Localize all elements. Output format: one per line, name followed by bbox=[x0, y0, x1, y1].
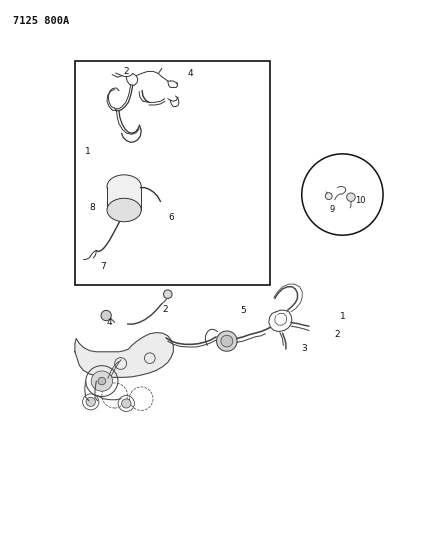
Bar bbox=[75, 61, 270, 285]
Text: 5: 5 bbox=[240, 306, 246, 314]
Text: 8: 8 bbox=[89, 204, 95, 212]
Circle shape bbox=[163, 290, 172, 298]
Text: 6: 6 bbox=[168, 213, 174, 222]
Circle shape bbox=[101, 310, 111, 321]
Text: 7: 7 bbox=[100, 262, 106, 271]
Text: 1: 1 bbox=[85, 148, 91, 156]
Bar bbox=[107, 187, 141, 210]
Ellipse shape bbox=[98, 377, 106, 385]
Text: 4: 4 bbox=[106, 318, 112, 327]
Ellipse shape bbox=[347, 193, 355, 201]
Text: 4: 4 bbox=[187, 69, 193, 78]
Ellipse shape bbox=[217, 331, 237, 351]
Text: 10: 10 bbox=[355, 197, 366, 205]
Text: 1: 1 bbox=[339, 312, 345, 320]
Ellipse shape bbox=[107, 175, 141, 198]
Text: 2: 2 bbox=[334, 330, 340, 339]
Text: 7125 800A: 7125 800A bbox=[13, 16, 69, 26]
Text: 2: 2 bbox=[123, 68, 129, 76]
Text: 2: 2 bbox=[162, 305, 168, 313]
Polygon shape bbox=[75, 333, 173, 377]
Circle shape bbox=[325, 193, 332, 199]
Text: 3: 3 bbox=[301, 344, 307, 352]
Ellipse shape bbox=[91, 371, 113, 391]
Ellipse shape bbox=[107, 198, 141, 222]
Ellipse shape bbox=[122, 399, 131, 408]
Ellipse shape bbox=[221, 335, 233, 347]
Ellipse shape bbox=[86, 398, 95, 407]
Text: 9: 9 bbox=[329, 205, 334, 214]
